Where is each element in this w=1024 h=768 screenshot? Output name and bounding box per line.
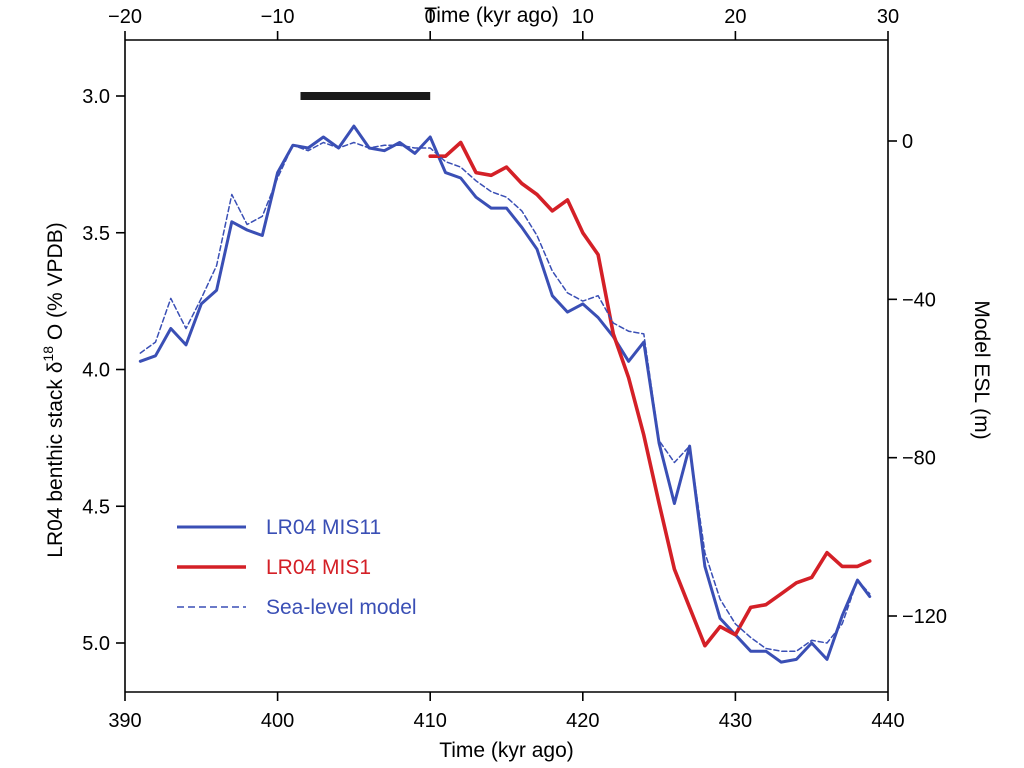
top-tick-label: −20 — [108, 6, 142, 28]
top-tick-label: 10 — [572, 6, 594, 28]
bottom-axis-title: Time (kyr ago) — [439, 739, 574, 762]
legend-label: LR04 MIS11 — [266, 516, 381, 539]
bottom-tick-label: 430 — [719, 710, 752, 732]
left-tick-label: 4.5 — [82, 496, 110, 518]
top-tick-label: −10 — [261, 6, 295, 28]
left-axis-title-suffix: O (% VPDB) — [44, 222, 67, 346]
left-tick-label: 4.0 — [82, 360, 110, 382]
legend-label: Sea-level model — [266, 596, 417, 619]
left-axis-title-prefix: LR04 benthic stack δ — [44, 362, 67, 558]
series-layer — [138, 124, 872, 664]
bottom-tick-label: 420 — [566, 710, 599, 732]
top-tick-label: 20 — [724, 6, 746, 28]
top-axis-title: Time (kyr ago) — [424, 4, 559, 27]
series-line-2 — [139, 141, 871, 652]
left-tick-label: 5.0 — [82, 633, 110, 655]
series-line-0 — [138, 124, 872, 664]
legend: LR04 MIS11 LR04 MIS1 Sea-level model — [177, 516, 417, 619]
ticks-layer: 390 400 410 420 430 440 −20 −10 0 10 20 30 3.0 3.5 4.0… — [82, 6, 947, 732]
bottom-tick-label: 410 — [414, 710, 447, 732]
right-tick-label: 0 — [902, 131, 913, 153]
right-tick-label: −120 — [902, 606, 947, 628]
right-tick-label: −40 — [902, 289, 936, 311]
right-tick-label: −80 — [902, 448, 936, 470]
series-line-1 — [428, 140, 872, 648]
bottom-tick-label: 440 — [871, 710, 904, 732]
top-tick-label: 30 — [877, 6, 899, 28]
top-tick-label: 0 — [425, 6, 436, 28]
left-axis-title-sup: 18 — [40, 346, 56, 362]
left-tick-label: 3.5 — [82, 223, 110, 245]
left-tick-label: 3.0 — [82, 86, 110, 108]
legend-label: LR04 MIS1 — [266, 556, 371, 579]
bottom-tick-label: 390 — [108, 710, 141, 732]
plot-frame — [124, 39, 889, 693]
bottom-tick-label: 400 — [261, 710, 294, 732]
right-axis-title: Model ESL (m) — [970, 300, 993, 439]
left-axis-title: LR04 benthic stack δ18 O (% VPDB) — [40, 222, 67, 557]
